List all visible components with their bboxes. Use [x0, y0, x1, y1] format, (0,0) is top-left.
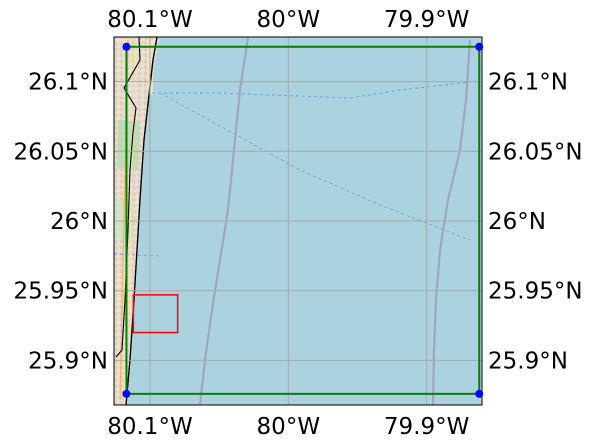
corner-point	[122, 389, 131, 398]
ferry-route	[159, 92, 471, 241]
longitude-tick-label-bottom: 80.1°W	[107, 414, 192, 440]
tick-labels: 80.1°W 80.1°W 80°W 80°W 79.9°W 79.9°W 26.1°N 26…	[13, 7, 582, 440]
latitude-tick-label-left: 26.1°N	[28, 70, 108, 96]
latitude-tick-label-left: 25.9°N	[28, 348, 108, 374]
latitude-tick-label-right: 26.05°N	[488, 139, 583, 165]
ferry-route	[114, 253, 161, 257]
green-park-area	[117, 120, 140, 170]
corner-point	[122, 42, 131, 51]
coastline	[125, 37, 158, 405]
latitude-tick-label-right: 25.95°N	[488, 279, 583, 305]
latitude-tick-label-right: 25.9°N	[488, 348, 568, 374]
longitude-tick-label-top: 79.9°W	[384, 7, 469, 33]
latitude-tick-label-left: 25.95°N	[13, 279, 108, 305]
green-bounding-box	[125, 45, 481, 395]
longitude-tick-label-bottom: 79.9°W	[384, 414, 469, 440]
map-frame	[113, 36, 483, 406]
longitude-tick-label-bottom: 80°W	[257, 414, 321, 440]
road	[125, 39, 136, 401]
latitude-tick-label-left: 26°N	[50, 209, 108, 235]
red-bounding-box	[132, 294, 179, 334]
latitude-tick-label-right: 26.1°N	[488, 70, 568, 96]
longitude-tick-label-top: 80°W	[257, 7, 321, 33]
corner-point	[475, 389, 484, 398]
shipping-lane	[198, 37, 250, 405]
longitude-tick-label-top: 80.1°W	[107, 7, 192, 33]
latitude-tick-label-left: 26.05°N	[13, 139, 108, 165]
shipping-lane	[431, 39, 472, 405]
latitude-tick-label-right: 26°N	[488, 209, 546, 235]
ferry-route	[152, 81, 471, 99]
corner-point	[475, 42, 484, 51]
corner-points	[122, 42, 484, 398]
gridlines	[114, 37, 482, 405]
